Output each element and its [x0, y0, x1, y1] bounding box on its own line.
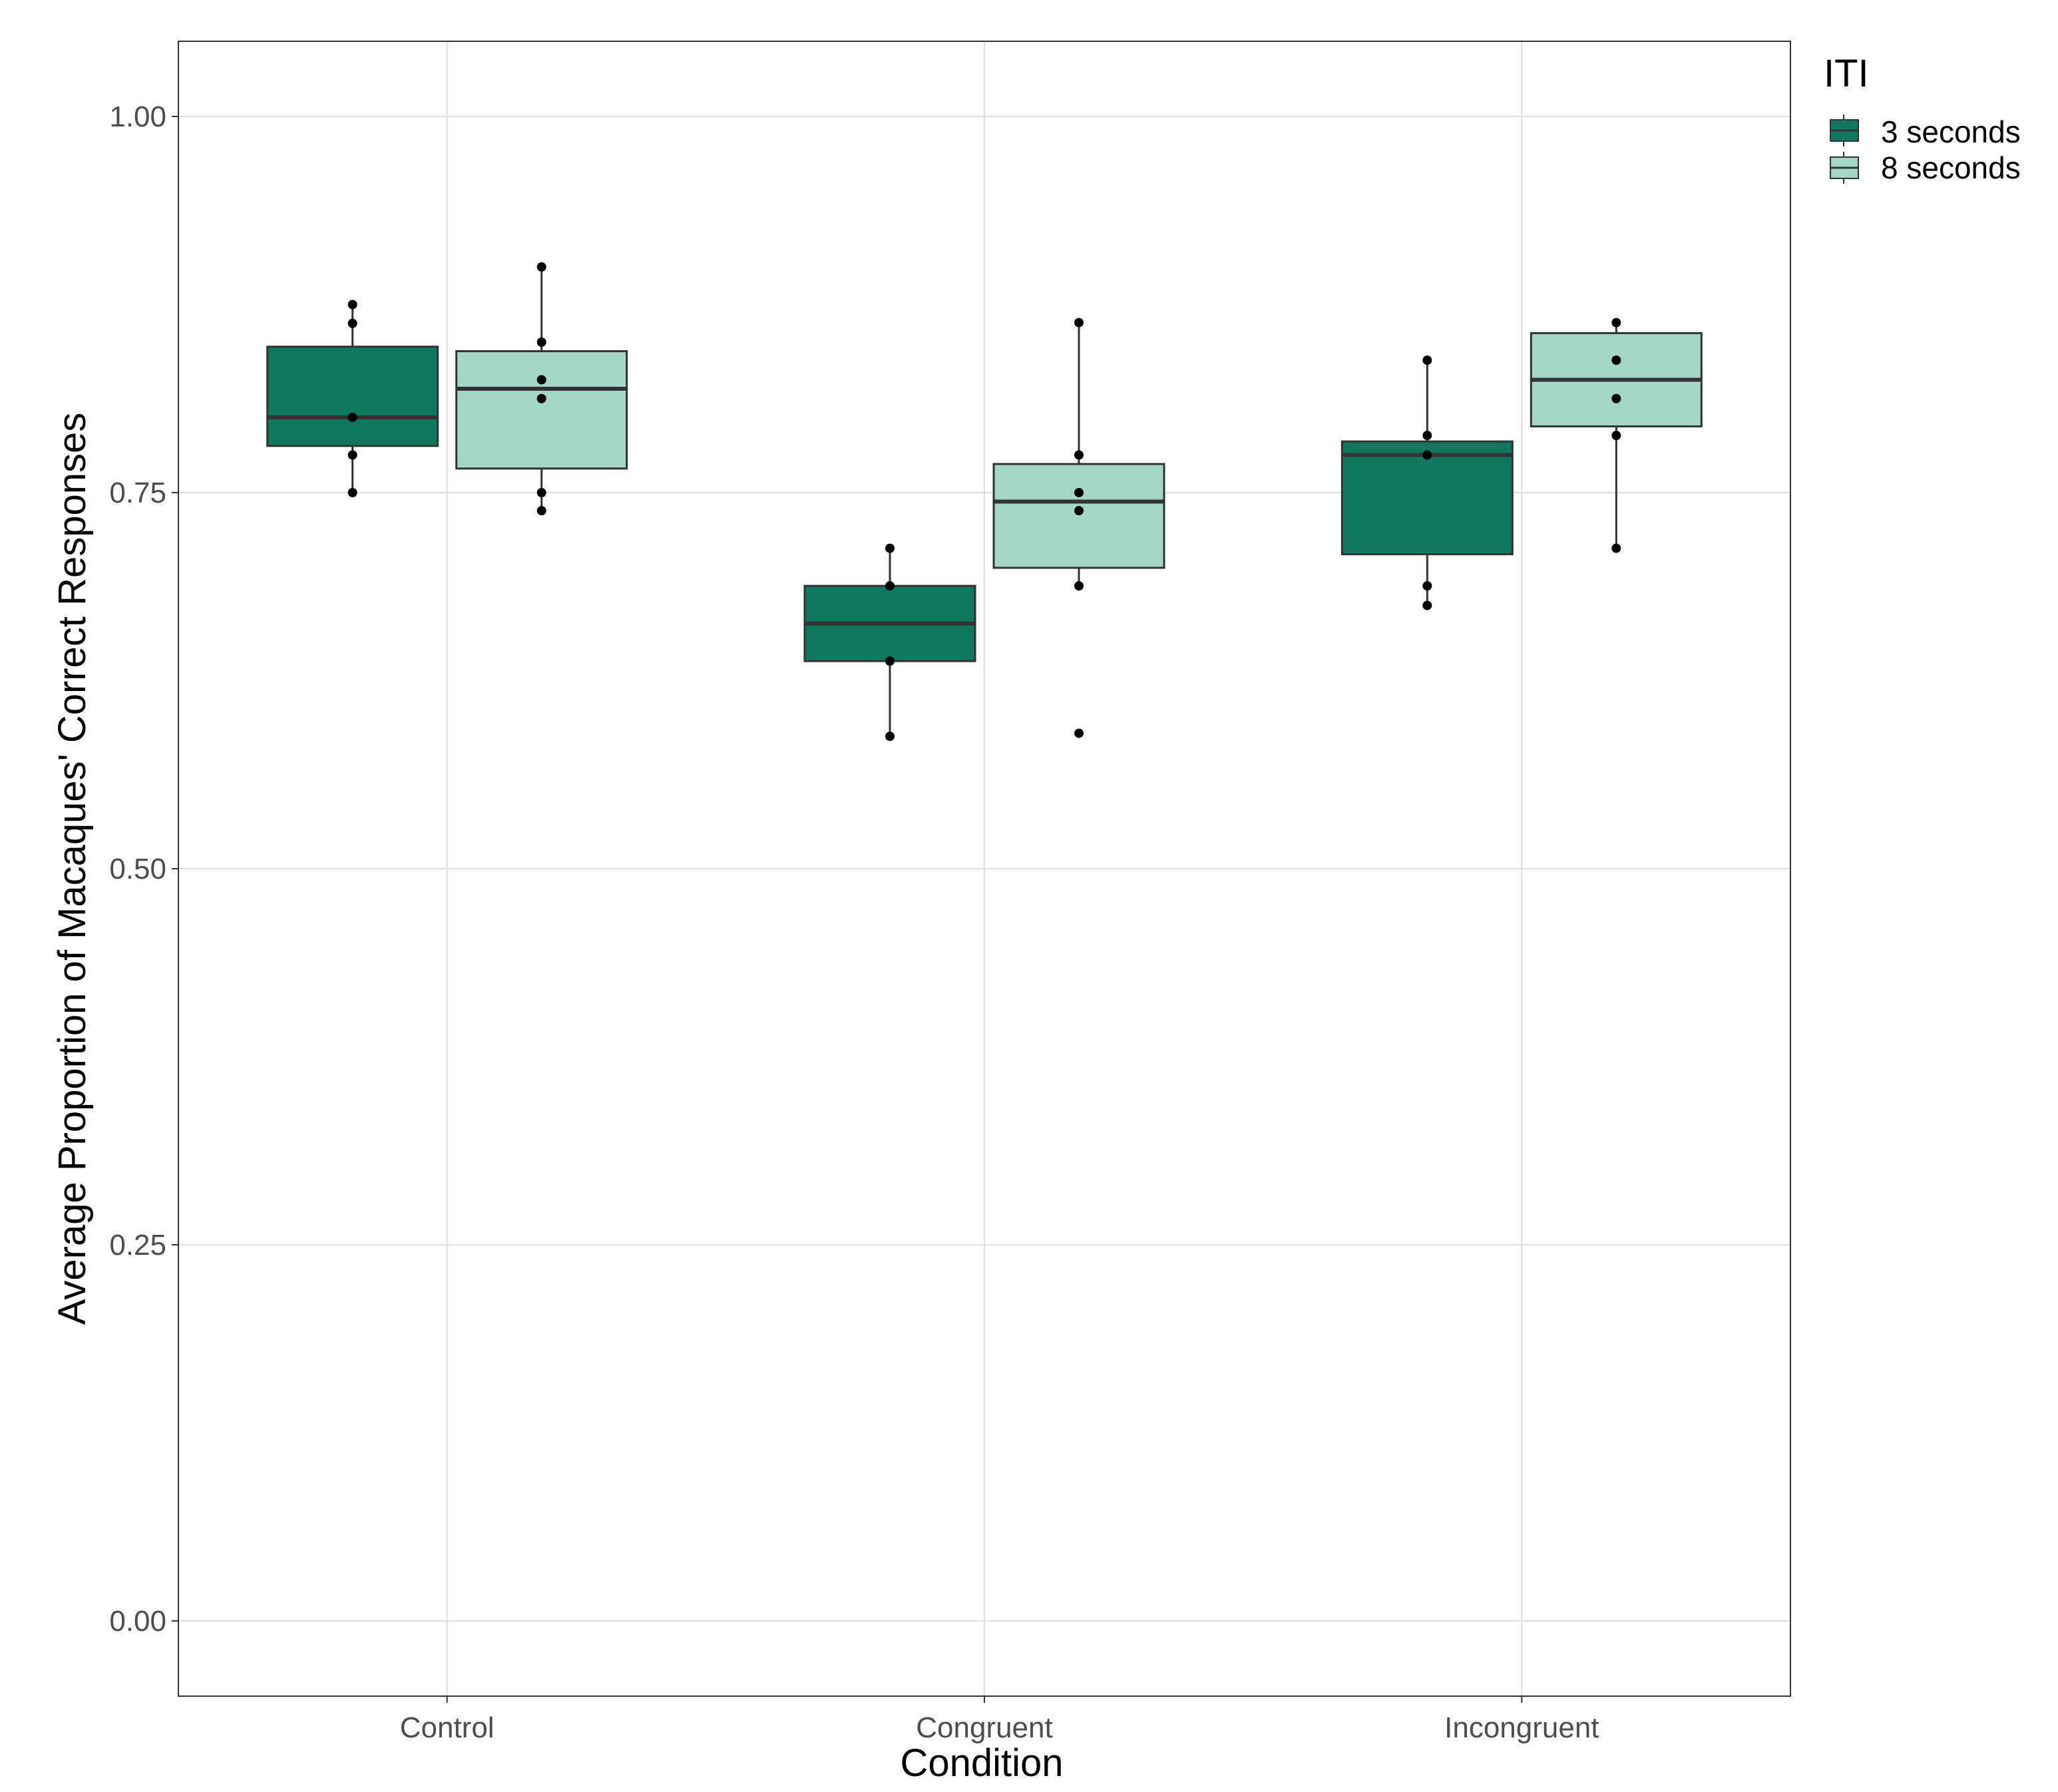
box-body — [992, 463, 1165, 569]
data-point — [885, 656, 895, 666]
data-point — [536, 375, 546, 385]
x-axis-title: Condition — [900, 1741, 1063, 1785]
data-point — [536, 393, 546, 403]
grid-lines — [178, 41, 1790, 1696]
data-point — [347, 300, 357, 310]
y-axis-title: Average Proportion of Macaques' Correct … — [51, 413, 94, 1325]
data-point — [1611, 431, 1621, 441]
boxes — [266, 267, 1703, 737]
y-tick-label: 0.50 — [109, 853, 166, 885]
legend-entry-3-seconds: 3 seconds — [1830, 114, 2021, 149]
data-point — [1611, 318, 1621, 328]
y-axis-ticks: 0.00 0.25 0.50 0.75 1.00 — [109, 101, 178, 1638]
box-congruent-8-seconds — [992, 322, 1165, 586]
data-points — [347, 262, 1621, 742]
x-tick-label: Incongruent — [1444, 1711, 1599, 1744]
data-point — [347, 450, 357, 460]
box-incongruent-8-seconds — [1530, 322, 1703, 549]
data-point — [1422, 600, 1432, 610]
data-point — [885, 581, 895, 591]
y-tick-label: 0.00 — [109, 1605, 166, 1638]
data-point — [347, 318, 357, 328]
data-point — [1074, 450, 1084, 460]
data-point — [1074, 318, 1084, 328]
data-point — [1422, 581, 1432, 591]
data-point — [536, 262, 546, 272]
x-tick-label: Congruent — [916, 1711, 1052, 1744]
data-point — [347, 488, 357, 497]
data-point — [885, 732, 895, 742]
legend-label-8-seconds: 8 seconds — [1881, 150, 2021, 185]
box-control-3-seconds — [266, 304, 439, 493]
data-point — [347, 413, 357, 422]
y-tick-label: 0.75 — [109, 477, 166, 509]
box-body — [266, 345, 439, 447]
legend-title: ITI — [1824, 52, 1869, 95]
box-incongruent-3-seconds — [1340, 360, 1514, 606]
data-point — [1422, 431, 1432, 441]
box-body — [455, 350, 628, 470]
data-point — [536, 506, 546, 516]
data-point — [1074, 728, 1084, 738]
data-point — [1074, 581, 1084, 591]
data-point — [1074, 506, 1084, 516]
data-point — [536, 488, 546, 497]
box-body — [1340, 440, 1514, 556]
legend: ITI 3 seconds 8 seconds — [1824, 52, 2021, 185]
x-axis-ticks: Control Congruent Incongruent — [400, 1696, 1599, 1744]
data-point — [1611, 393, 1621, 403]
y-tick-label: 1.00 — [109, 101, 166, 133]
x-tick-label: Control — [400, 1711, 495, 1744]
data-point — [1611, 543, 1621, 553]
data-point — [1422, 355, 1432, 365]
data-point — [1611, 355, 1621, 365]
legend-label-3-seconds: 3 seconds — [1881, 114, 2021, 149]
data-point — [885, 543, 895, 553]
data-point — [1074, 488, 1084, 497]
y-tick-label: 0.25 — [109, 1229, 166, 1261]
box-control-8-seconds — [455, 267, 628, 511]
data-point — [1422, 450, 1432, 460]
data-point — [536, 337, 546, 347]
legend-entry-8-seconds: 8 seconds — [1830, 150, 2021, 185]
